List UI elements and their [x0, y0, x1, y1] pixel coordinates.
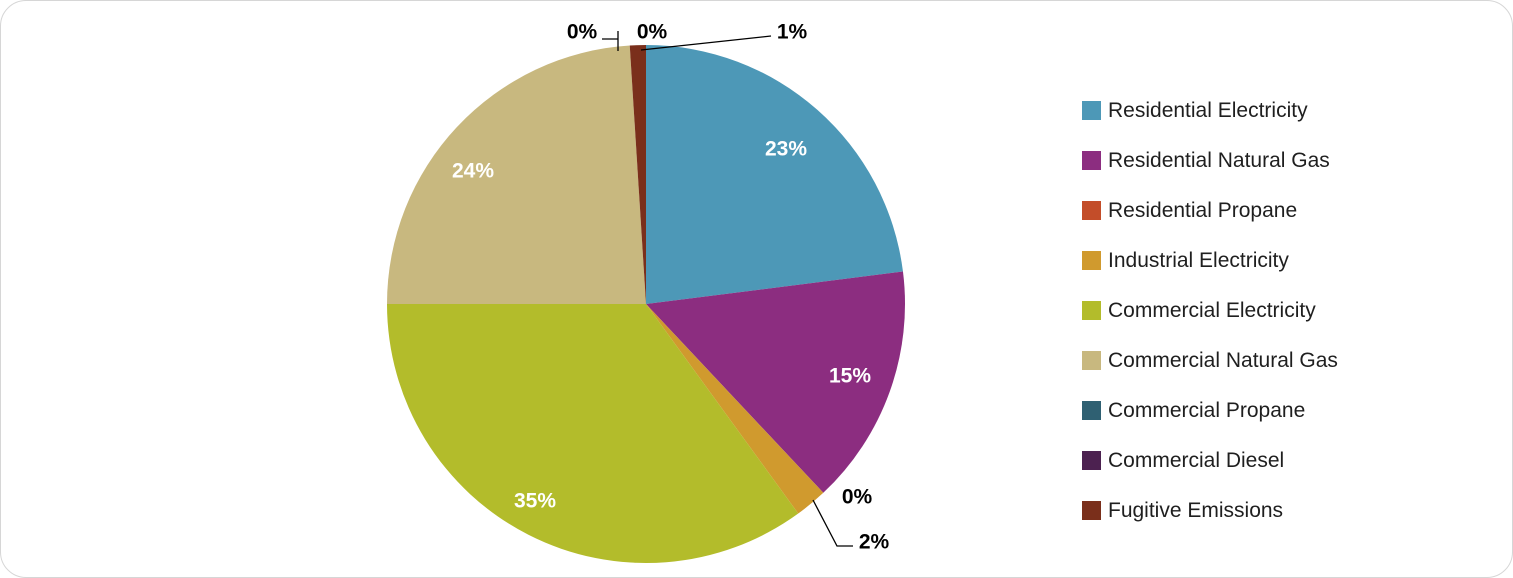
legend-label-commercial-propane: Commercial Propane: [1108, 399, 1306, 422]
legend-swatch-residential-propane: [1082, 201, 1101, 220]
legend-item-residential-electricity: Residential Electricity: [1082, 99, 1338, 122]
slice-label-commercial-electricity: 35%: [514, 490, 556, 513]
legend-item-fugitive-emissions: Fugitive Emissions: [1082, 499, 1338, 522]
pie-slice-commercial-natural-gas: [387, 45, 646, 304]
legend-swatch-industrial-electricity: [1082, 251, 1101, 270]
leader-line-fugitive-emissions: [640, 35, 772, 51]
legend-label-residential-electricity: Residential Electricity: [1108, 99, 1308, 122]
pie-slice-fugitive-emissions: [629, 44, 646, 304]
legend-swatch-commercial-electricity: [1082, 301, 1101, 320]
legend-label-commercial-natural-gas: Commercial Natural Gas: [1108, 349, 1338, 372]
legend-item-commercial-natural-gas: Commercial Natural Gas: [1082, 349, 1338, 372]
slice-label-industrial-electricity: 2%: [859, 531, 890, 554]
slice-label-commercial-diesel: 0%: [637, 21, 668, 44]
pie-slice-residential-natural-gas: [646, 271, 906, 493]
legend-item-commercial-diesel: Commercial Diesel: [1082, 449, 1338, 472]
legend-label-commercial-diesel: Commercial Diesel: [1108, 449, 1285, 472]
legend-swatch-commercial-propane: [1082, 401, 1101, 420]
legend-swatch-residential-electricity: [1082, 101, 1101, 120]
slice-label-fugitive-emissions: 1%: [777, 21, 808, 44]
slice-label-residential-propane: 0%: [842, 486, 873, 509]
slice-label-residential-electricity: 23%: [765, 138, 807, 161]
pie-slice-industrial-electricity: [646, 304, 824, 514]
legend-item-commercial-propane: Commercial Propane: [1082, 399, 1338, 422]
legend-swatch-commercial-diesel: [1082, 451, 1101, 470]
legend-label-residential-propane: Residential Propane: [1108, 199, 1298, 222]
legend-label-fugitive-emissions: Fugitive Emissions: [1108, 499, 1284, 522]
legend-label-residential-natural-gas: Residential Natural Gas: [1108, 149, 1330, 172]
legend-item-commercial-electricity: Commercial Electricity: [1082, 299, 1338, 322]
legend-label-commercial-electricity: Commercial Electricity: [1108, 299, 1316, 322]
pie-slice-commercial-electricity: [387, 304, 799, 564]
slice-label-residential-natural-gas: 15%: [829, 365, 871, 388]
legend-swatch-commercial-natural-gas: [1082, 351, 1101, 370]
slice-label-commercial-natural-gas: 24%: [452, 160, 494, 183]
slice-label-commercial-propane: 0%: [567, 21, 598, 44]
legend-item-industrial-electricity: Industrial Electricity: [1082, 249, 1338, 272]
legend-swatch-fugitive-emissions: [1082, 501, 1101, 520]
legend-swatch-residential-natural-gas: [1082, 151, 1101, 170]
legend-item-residential-natural-gas: Residential Natural Gas: [1082, 149, 1338, 172]
leader-line-industrial-electricity: [812, 499, 853, 547]
chart-legend: Residential Electricity Residential Natur…: [1082, 99, 1338, 522]
legend-label-industrial-electricity: Industrial Electricity: [1108, 249, 1289, 272]
pie-slice-residential-electricity: [646, 45, 903, 304]
legend-item-residential-propane: Residential Propane: [1082, 199, 1338, 222]
